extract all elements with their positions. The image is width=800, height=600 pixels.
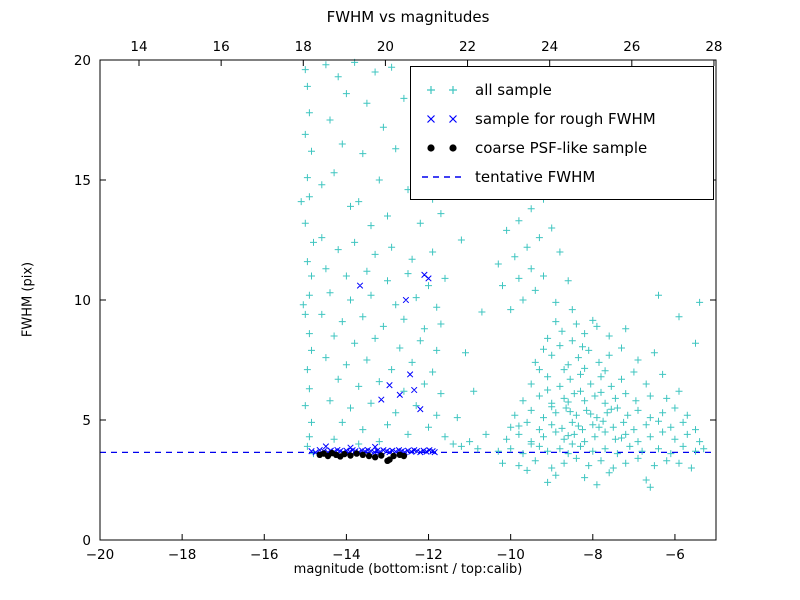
legend-label: sample for rough FWHM [475, 109, 656, 128]
svg-text:16: 16 [213, 39, 230, 55]
svg-text:14: 14 [130, 39, 147, 55]
dashed-line-icon [422, 175, 464, 178]
x-marker-icon [427, 114, 457, 123]
svg-text:24: 24 [541, 39, 558, 55]
svg-text:15: 15 [74, 173, 91, 189]
circle-marker-icon [427, 143, 457, 152]
svg-text:26: 26 [623, 39, 640, 55]
svg-text:5: 5 [82, 413, 91, 429]
svg-text:−12: −12 [414, 547, 443, 563]
svg-text:28: 28 [705, 39, 722, 55]
svg-text:−18: −18 [168, 547, 197, 563]
svg-text:22: 22 [459, 39, 476, 55]
legend-label: coarse PSF-like sample [475, 138, 648, 157]
svg-text:−10: −10 [496, 547, 525, 563]
plus-marker-icon [427, 85, 457, 94]
legend-item-rough-fwhm: sample for rough FWHM [419, 104, 703, 133]
svg-text:−16: −16 [250, 547, 279, 563]
svg-text:−6: −6 [665, 547, 685, 563]
svg-text:20: 20 [74, 53, 91, 69]
legend-label: tentative FWHM [475, 167, 596, 186]
svg-text:−20: −20 [86, 547, 115, 563]
y-axis-label: FWHM (pix) [20, 261, 36, 338]
svg-text:0: 0 [82, 533, 91, 549]
svg-text:−8: −8 [583, 547, 603, 563]
legend-item-all-sample: all sample [419, 75, 703, 104]
legend-item-psf-like: coarse PSF-like sample [419, 133, 703, 162]
svg-text:−14: −14 [332, 547, 361, 563]
svg-text:10: 10 [74, 293, 91, 309]
legend: all sample sample for rough FWHM coarse … [410, 66, 714, 200]
svg-text:20: 20 [377, 39, 394, 55]
svg-text:18: 18 [295, 39, 312, 55]
x-axis-label: magnitude (bottom:isnt / top:calib) [293, 562, 523, 577]
chart-title: FWHM vs magnitudes [326, 8, 490, 26]
legend-label: all sample [475, 80, 552, 99]
legend-item-tentative-fwhm: tentative FWHM [419, 162, 703, 191]
